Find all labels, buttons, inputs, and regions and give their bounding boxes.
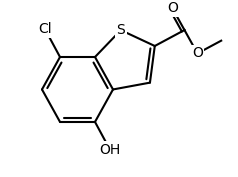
Text: S: S — [116, 23, 125, 37]
Text: Cl: Cl — [38, 22, 52, 36]
Text: O: O — [192, 46, 203, 60]
Text: OH: OH — [99, 143, 121, 157]
Text: O: O — [167, 1, 178, 15]
